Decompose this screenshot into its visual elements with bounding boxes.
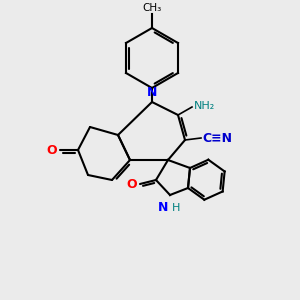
- Text: NH₂: NH₂: [194, 101, 215, 111]
- Text: N: N: [158, 201, 168, 214]
- Text: N: N: [147, 86, 157, 99]
- Text: C≡N: C≡N: [202, 131, 232, 145]
- Text: CH₃: CH₃: [142, 3, 162, 13]
- Text: H: H: [172, 203, 180, 213]
- Text: O: O: [46, 143, 57, 157]
- Text: O: O: [126, 178, 137, 191]
